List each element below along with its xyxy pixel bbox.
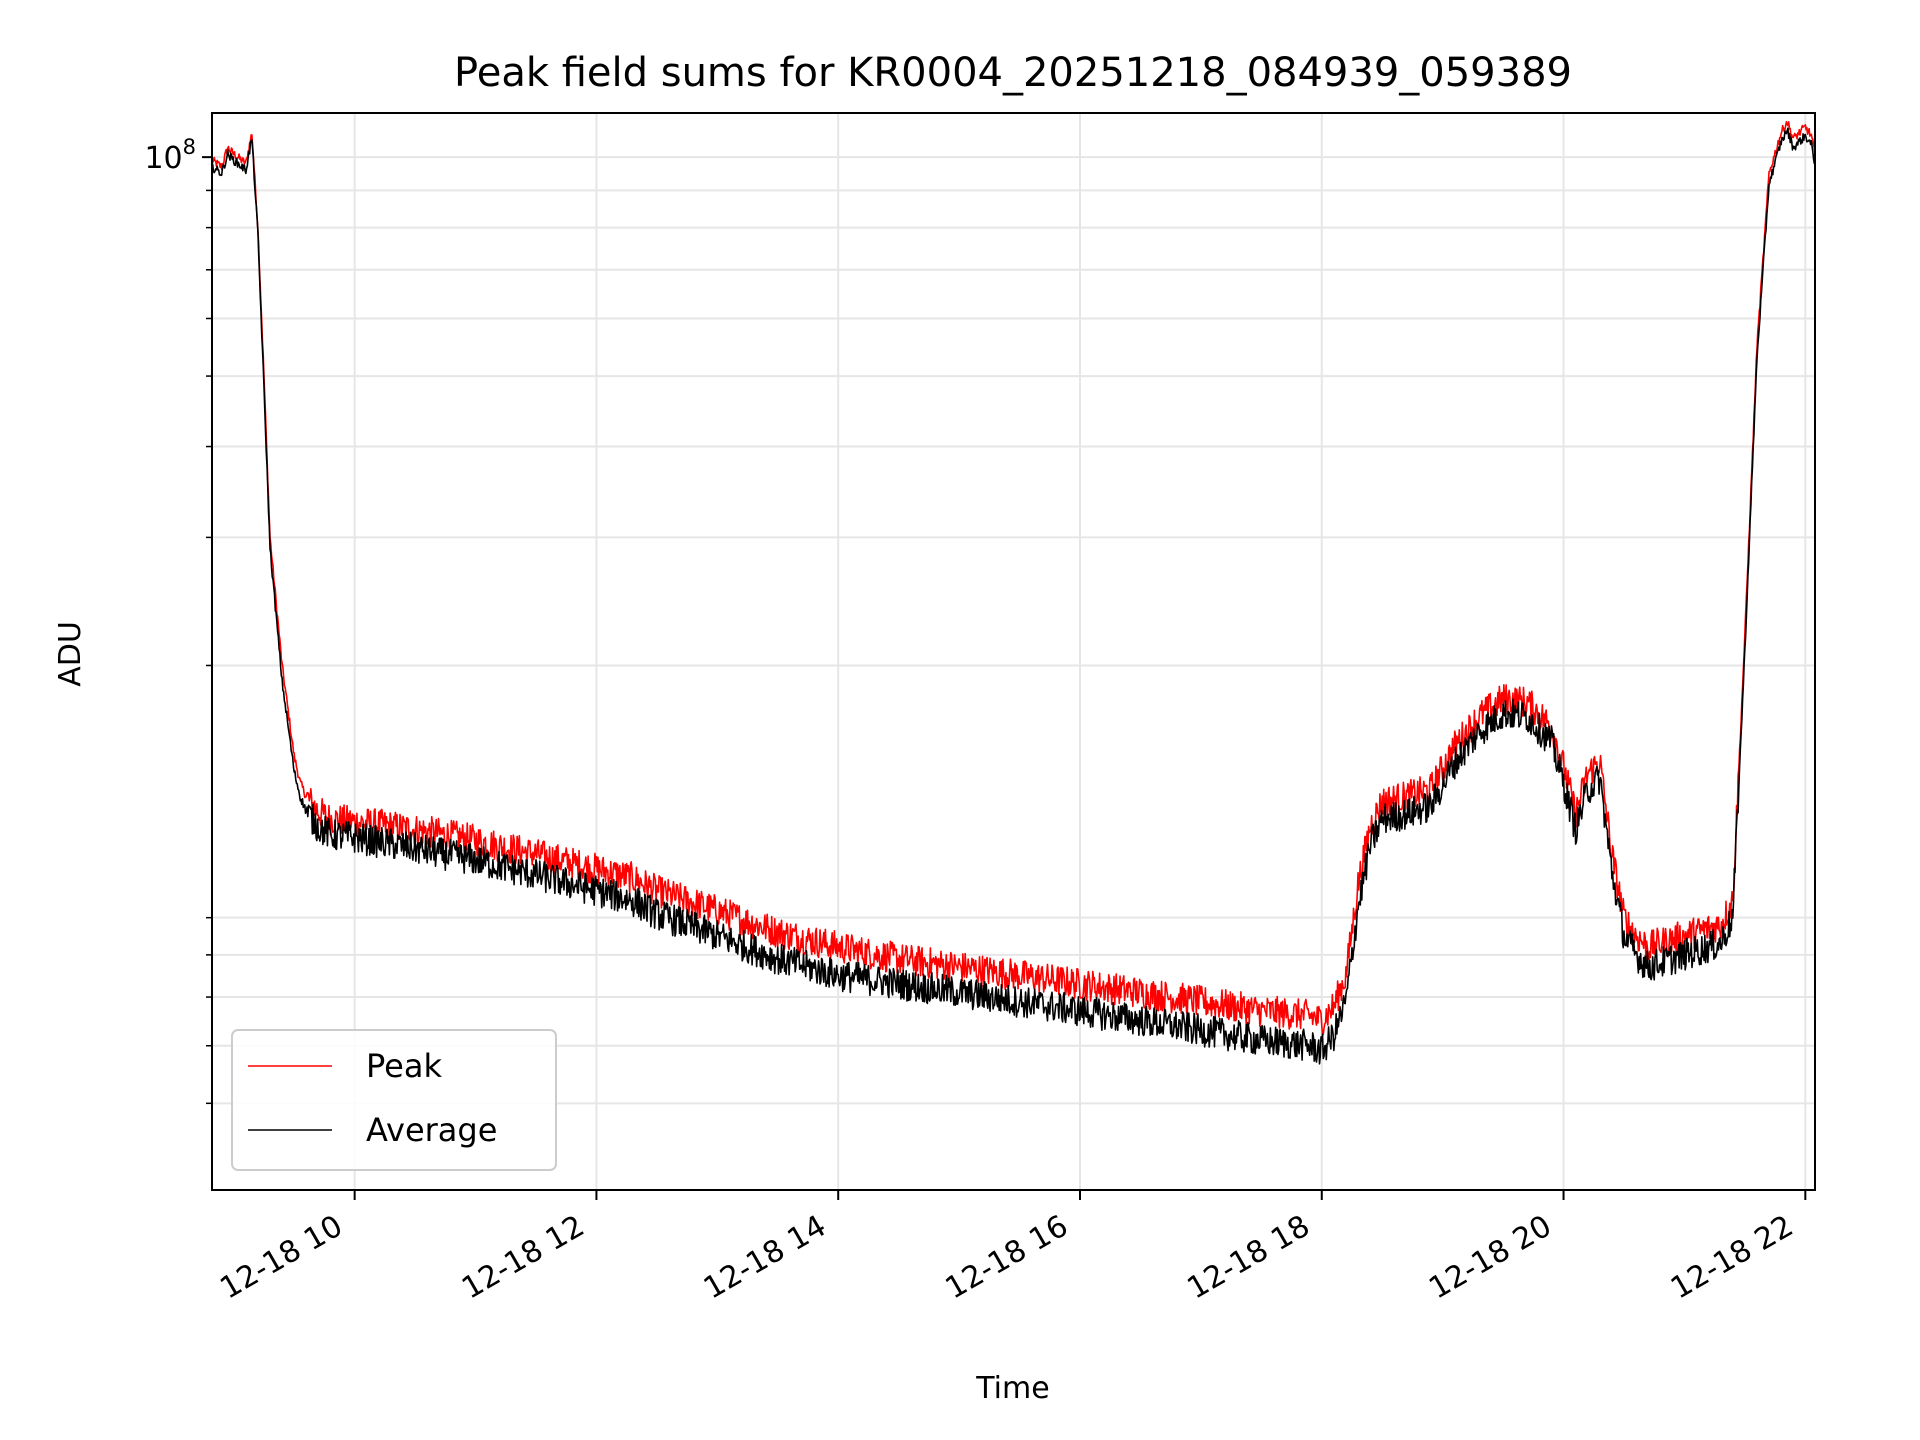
series-line-average — [212, 127, 1815, 1065]
plot-series — [212, 121, 1815, 1065]
legend-label-average: Average — [366, 1111, 497, 1149]
plot-frame — [211, 112, 1816, 1191]
legend: Peak Average — [231, 1029, 557, 1171]
y-tick-label: 108 — [144, 135, 196, 176]
legend-box — [231, 1029, 557, 1171]
y-axis-label: ADU — [53, 621, 88, 687]
series-line-peak — [212, 121, 1815, 1037]
legend-label-peak: Peak — [366, 1047, 442, 1085]
x-axis-label: Time — [975, 1371, 1049, 1406]
chart-title: Peak field sums for KR0004_20251218_0849… — [454, 50, 1572, 96]
